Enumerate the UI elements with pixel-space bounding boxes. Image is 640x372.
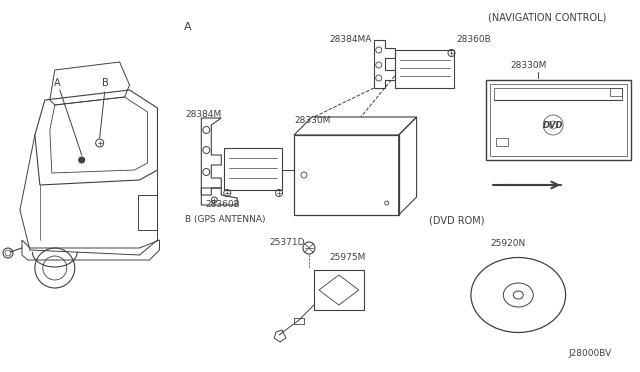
Bar <box>486 80 631 160</box>
Text: B: B <box>102 78 108 88</box>
Text: 28330M: 28330M <box>294 116 330 125</box>
Bar <box>294 318 304 324</box>
Text: 25371D: 25371D <box>269 237 305 247</box>
Text: A: A <box>184 22 192 32</box>
Text: DVD: DVD <box>543 121 563 129</box>
Text: B (GPS ANTENNA): B (GPS ANTENNA) <box>186 215 266 224</box>
Bar <box>494 88 622 100</box>
Bar <box>314 270 364 310</box>
Bar <box>497 138 508 146</box>
Bar <box>490 84 627 156</box>
Text: (NAVIGATION CONTROL): (NAVIGATION CONTROL) <box>488 12 607 22</box>
Bar <box>138 195 157 230</box>
Text: 25920N: 25920N <box>490 239 525 248</box>
Text: 28360B: 28360B <box>456 35 492 44</box>
Bar <box>294 135 399 215</box>
Text: J28000BV: J28000BV <box>568 349 611 358</box>
Text: 28330M: 28330M <box>510 61 547 70</box>
Text: 28384M: 28384M <box>186 110 221 119</box>
Bar <box>224 148 282 190</box>
Bar <box>395 50 454 88</box>
Text: (DVD ROM): (DVD ROM) <box>429 215 484 225</box>
Text: 28384MA: 28384MA <box>329 35 371 44</box>
Circle shape <box>79 157 84 163</box>
Text: 28360B: 28360B <box>205 200 240 209</box>
Text: 25975M: 25975M <box>329 253 365 262</box>
Text: A: A <box>54 78 60 88</box>
Bar <box>610 88 622 96</box>
